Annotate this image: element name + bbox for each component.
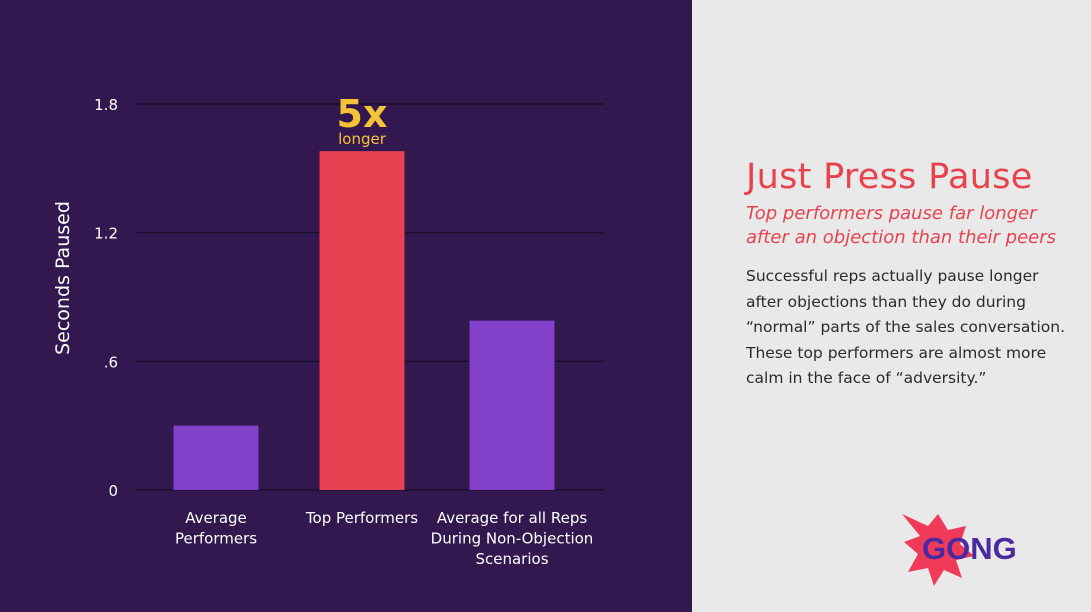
y-tick-label: 1.8	[94, 96, 118, 114]
bar	[469, 320, 555, 490]
y-tick-label: .6	[104, 353, 118, 371]
gong-wordmark: GONG	[922, 531, 1017, 566]
callout-multiplier: 5x	[337, 92, 388, 136]
starburst-icon	[902, 514, 974, 586]
subtitle-line: Top performers pause far longer	[746, 203, 1037, 224]
x-tick-label: Top Performers	[305, 509, 418, 527]
bar	[173, 425, 259, 490]
callout-annotation: 5x longer	[337, 92, 388, 148]
gong-logo: GONG	[902, 514, 1017, 586]
x-tick-label: Scenarios	[475, 550, 548, 568]
x-tick-label: During Non-Objection	[431, 530, 594, 548]
body-line: Successful reps actually pause longer	[746, 267, 1039, 285]
x-tick-label: Average	[185, 509, 247, 527]
body-line: “normal” parts of the sales conversation…	[746, 318, 1065, 337]
callout-caption: longer	[338, 130, 387, 148]
body-line: after objections than they do during	[746, 292, 1026, 311]
text-panel: Just Press Pause Top performers pause fa…	[692, 0, 1091, 612]
y-tick-labels: 0 .6 1.2 1.8	[94, 96, 118, 500]
bar	[319, 151, 405, 490]
x-tick-label: Average for all Reps	[437, 509, 588, 527]
x-tick-labels: Average Performers Top Performers Average f…	[175, 509, 593, 568]
body-line: calm in the face of “adversity.”	[746, 369, 987, 388]
chart-panel: 0 .6 1.2 1.8 Average Performers Top Performer…	[0, 0, 692, 612]
y-tick-label: 1.2	[94, 225, 118, 243]
subtitle-line: after an objection than their peers	[746, 227, 1057, 248]
x-tick-label: Performers	[175, 530, 257, 548]
y-tick-label: 0	[108, 482, 118, 500]
slide-subtitle: Top performers pause far longer after an…	[746, 202, 1086, 250]
slide-title: Just Press Pause	[746, 157, 1033, 197]
body-text: Successful reps actually pause longer af…	[746, 264, 1071, 392]
y-axis-title: Seconds Paused	[52, 201, 74, 355]
bars	[173, 151, 555, 490]
bar-chart: 0 .6 1.2 1.8 Average Performers Top Performer…	[0, 0, 692, 612]
body-line: These top performers are almost more	[746, 343, 1047, 362]
